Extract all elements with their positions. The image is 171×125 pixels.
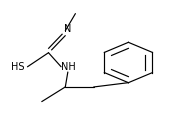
Text: N: N: [64, 24, 71, 34]
Text: NH: NH: [61, 62, 76, 72]
Text: HS: HS: [11, 62, 25, 72]
